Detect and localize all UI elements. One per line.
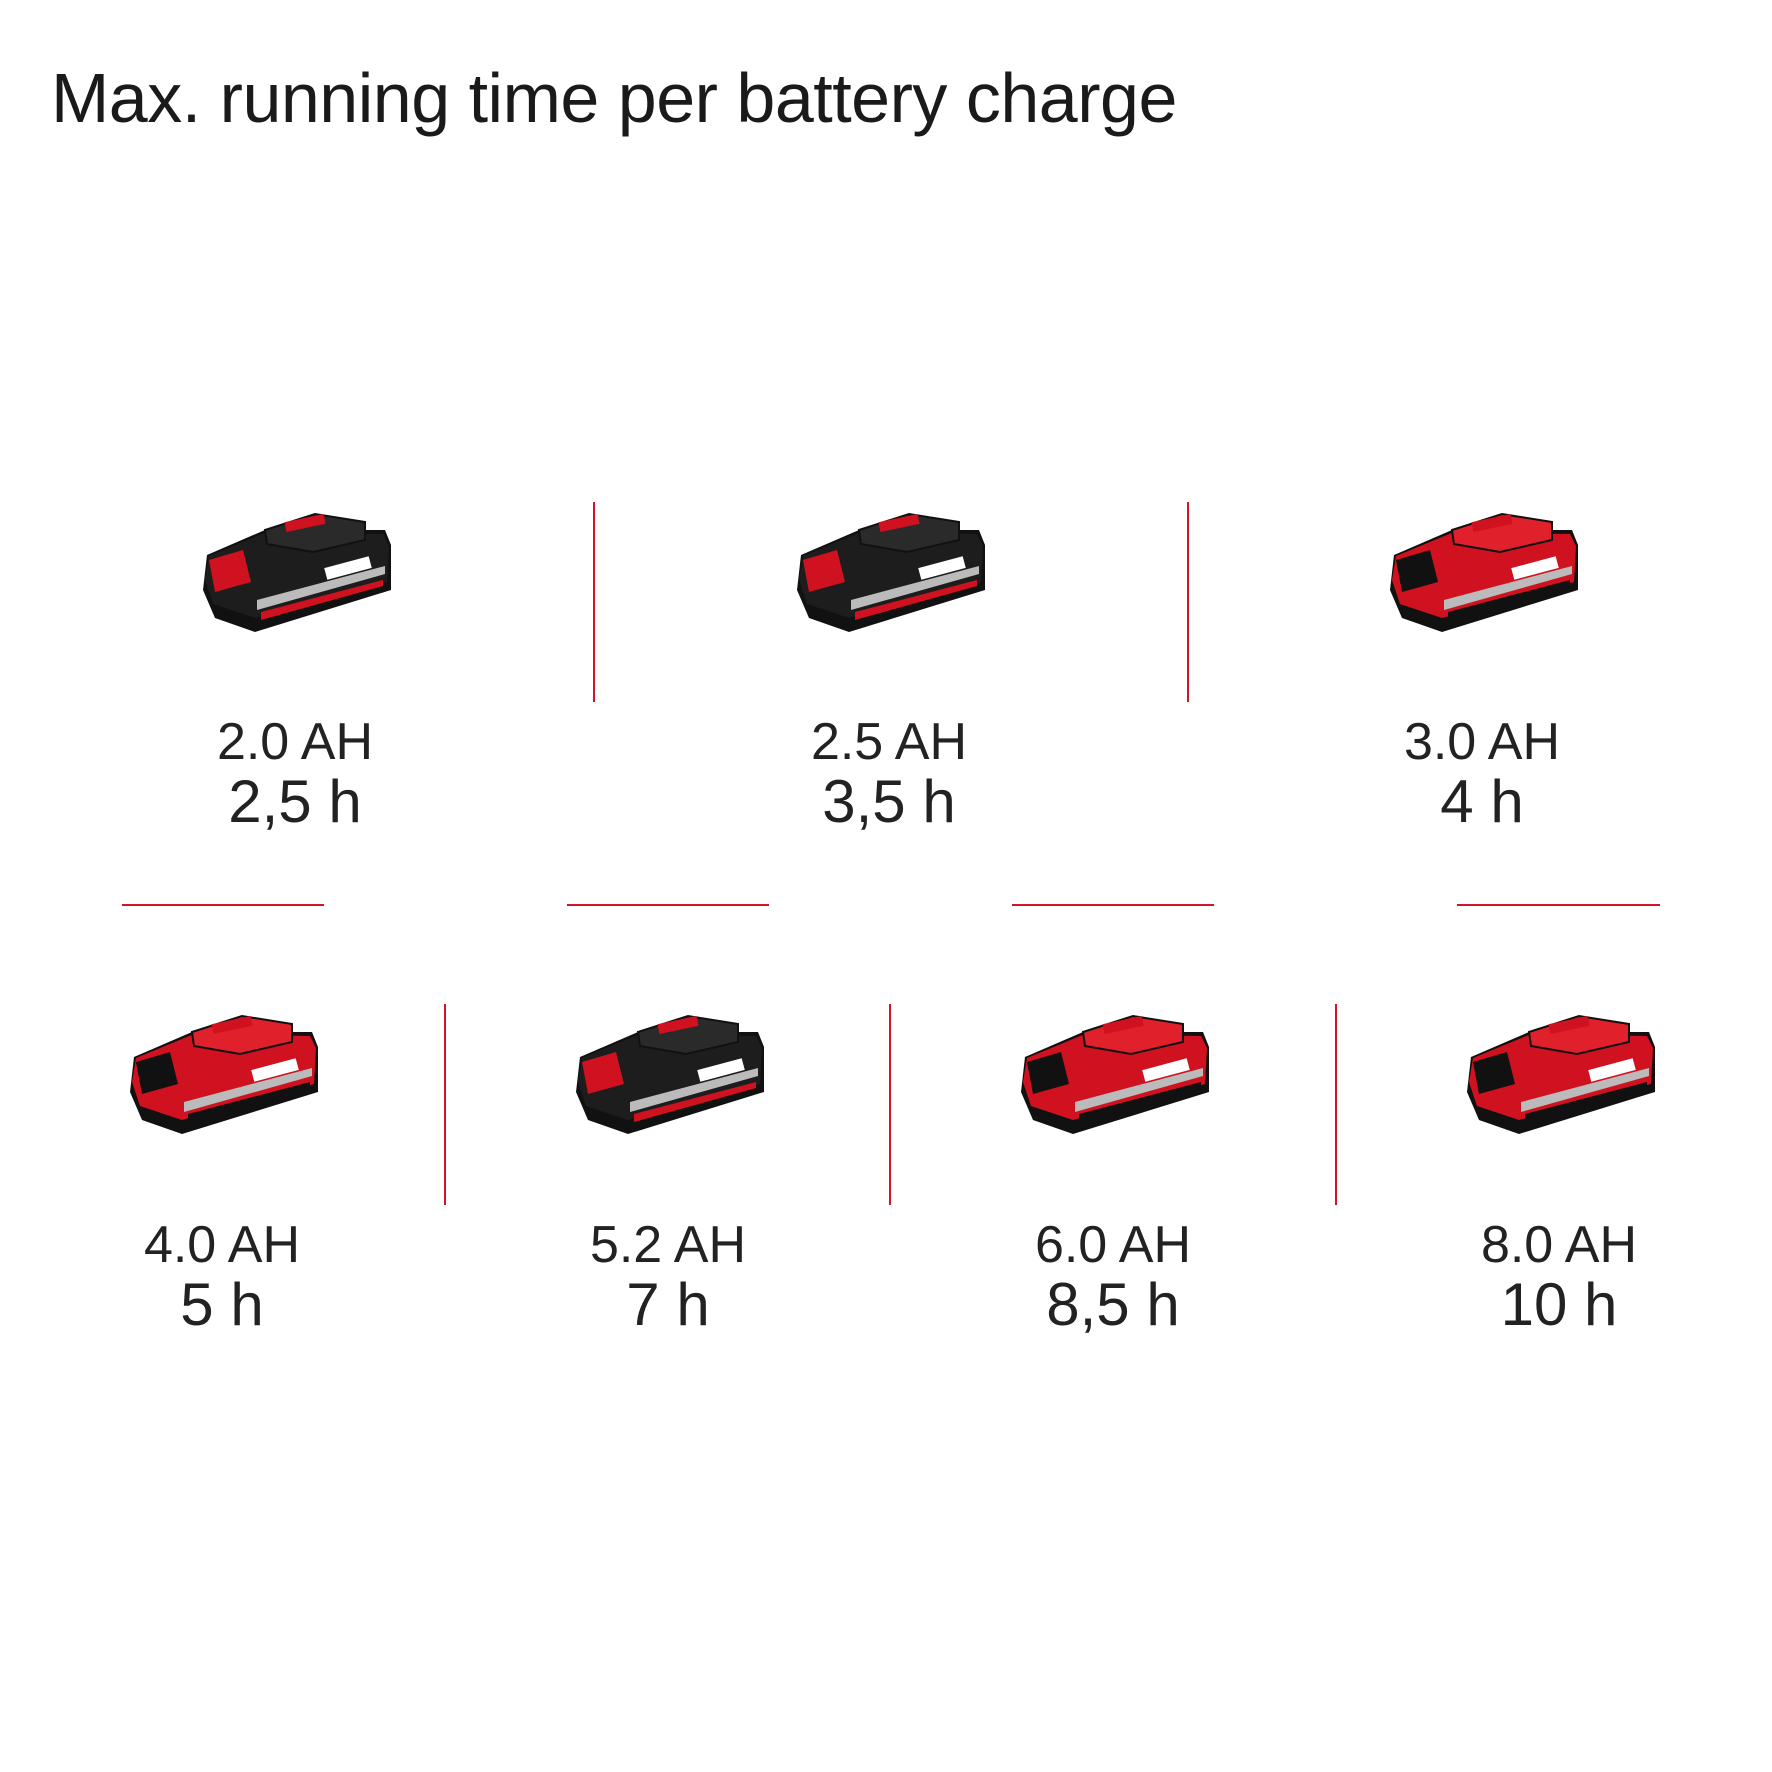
battery-pack-icon <box>195 500 395 640</box>
divider-horizontal <box>1012 904 1214 906</box>
battery-pack-icon <box>1459 1002 1659 1142</box>
page-title: Max. running time per battery charge <box>51 59 1177 137</box>
divider-horizontal <box>122 904 324 906</box>
battery-capacity: 4.0 AH <box>143 1216 301 1274</box>
running-time: 4 h <box>1440 768 1524 835</box>
battery-pack-icon <box>789 500 989 640</box>
running-time: 5 h <box>180 1271 264 1338</box>
divider-vertical <box>1335 1004 1337 1205</box>
battery-capacity: 8.0 AH <box>1480 1216 1638 1274</box>
battery-pack-icon <box>122 1002 322 1142</box>
battery-capacity: 3.0 AH <box>1403 713 1561 771</box>
battery-capacity: 6.0 AH <box>1034 1216 1192 1274</box>
divider-vertical <box>1187 502 1189 702</box>
running-time: 10 h <box>1500 1271 1618 1338</box>
divider-vertical <box>593 502 595 702</box>
divider-vertical <box>444 1004 446 1205</box>
battery-pack-icon <box>1382 500 1582 640</box>
running-time: 3,5 h <box>822 768 956 835</box>
battery-pack-icon <box>1013 1002 1213 1142</box>
divider-horizontal <box>567 904 769 906</box>
running-time: 8,5 h <box>1046 1271 1180 1338</box>
battery-capacity: 5.2 AH <box>589 1216 747 1274</box>
running-time: 7 h <box>626 1271 710 1338</box>
running-time: 2,5 h <box>228 768 362 835</box>
divider-vertical <box>889 1004 891 1205</box>
divider-horizontal <box>1457 904 1660 906</box>
battery-capacity: 2.0 AH <box>216 713 374 771</box>
battery-pack-icon <box>568 1002 768 1142</box>
battery-capacity: 2.5 AH <box>810 713 968 771</box>
